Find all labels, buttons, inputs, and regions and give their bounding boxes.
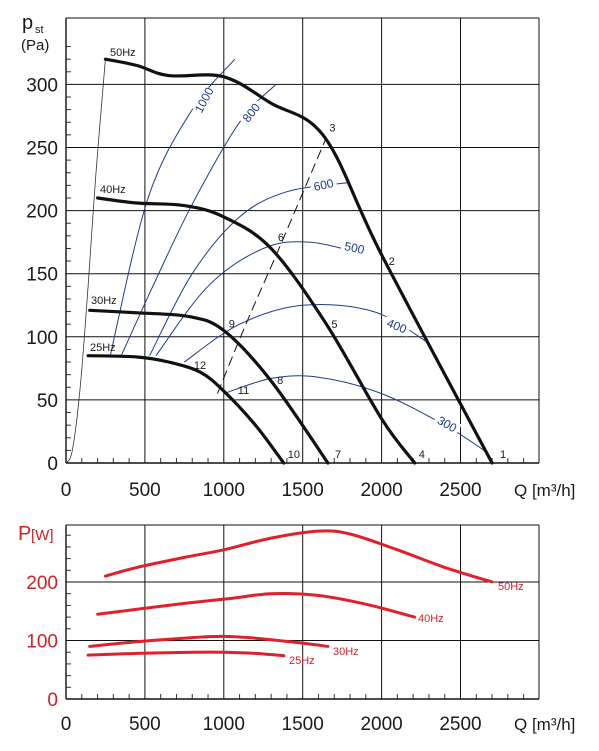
x-tick-label: 2000 — [360, 480, 402, 501]
power-plot: 0 500 1000 1500 2000 2500 0 100 200 P [W] Q [m³/h] 5… — [18, 523, 575, 735]
system-curve-label-group: 600 — [309, 175, 338, 194]
system-curve-label: 600 — [312, 176, 335, 194]
fan-curve-label: 40Hz — [100, 184, 126, 196]
power-curve-40Hz — [96, 592, 417, 619]
operating-point-label: 12 — [194, 360, 206, 372]
system-curve-label-bg — [432, 411, 462, 436]
y-tick-label: 0 — [47, 454, 58, 475]
system-curve-label-bg — [340, 238, 369, 257]
y-tick-label: 200 — [26, 573, 58, 594]
y-tick-label: 50 — [37, 391, 58, 412]
power-curve-30Hz — [88, 634, 330, 648]
system-curve-label-bg — [382, 314, 412, 337]
x-tick-label: 1500 — [282, 480, 324, 501]
fan-curve-40Hz — [96, 196, 417, 465]
operating-point-label: 5 — [331, 319, 337, 331]
y-tick-label: 100 — [26, 632, 58, 653]
power-curve-25Hz — [86, 650, 286, 658]
system-curve-label: 500 — [343, 239, 366, 257]
x-tick-label: 0 — [61, 480, 72, 501]
fan-curve-50Hz — [103, 57, 494, 465]
operating-point-label: 8 — [277, 375, 283, 387]
x-tick-label: 500 — [129, 480, 161, 501]
system-curve-label-bg — [309, 175, 338, 194]
x-tick-label: 1000 — [203, 714, 245, 735]
operating-point-label: 2 — [389, 256, 395, 268]
system-curve-1000 — [109, 58, 236, 356]
y-tick-label: 250 — [26, 139, 58, 160]
system-curve-300 — [223, 375, 485, 451]
fan-curve-25Hz — [86, 354, 286, 465]
y-tick-label: 100 — [26, 328, 58, 349]
system-curve-label-group: 800 — [237, 98, 265, 127]
y-tick-label: 0 — [47, 690, 58, 711]
operating-point-label: 10 — [288, 449, 300, 461]
fan-curve-label: 25Hz — [90, 342, 116, 354]
system-curve-400 — [184, 303, 430, 363]
x-tick-label: 2500 — [439, 480, 481, 501]
system-curve-600 — [149, 182, 347, 356]
system-curve-500 — [155, 241, 366, 357]
power-curve-label: 40Hz — [418, 613, 444, 625]
y-axis-unit: (Pa) — [21, 37, 49, 54]
x-tick-label: 0 — [61, 714, 72, 735]
x-axis-label: Q [m³/h] — [514, 481, 575, 500]
system-curve-label-group: 500 — [340, 238, 369, 257]
system-curve-label-group: 400 — [382, 314, 412, 337]
low-pressure-curve — [65, 59, 106, 464]
y-axis-label-subscript: st — [35, 24, 44, 36]
power-curve-label: 25Hz — [289, 655, 315, 667]
operating-point-label: 4 — [419, 449, 425, 461]
x-tick-label: 2000 — [360, 714, 402, 735]
operating-point-label: 6 — [278, 232, 284, 244]
system-curve-label-group: 1000 — [192, 85, 217, 115]
x-tick-label: 2500 — [439, 714, 481, 735]
system-curve-label-bg — [237, 98, 265, 127]
y-tick-label: 300 — [26, 75, 58, 96]
fan-curve-label: 30Hz — [91, 295, 117, 307]
operating-point-label: 1 — [500, 449, 506, 461]
dashed-curve — [217, 137, 327, 394]
y-axis-label: P — [18, 523, 31, 545]
operating-point-label: 11 — [238, 385, 249, 397]
system-curve-label-bg — [191, 85, 216, 115]
y-axis-label: p — [22, 12, 33, 34]
x-tick-label: 500 — [129, 714, 161, 735]
y-axis-unit: [W] — [31, 527, 54, 544]
operating-point-label: 9 — [229, 318, 235, 330]
x-tick-label: 1000 — [203, 480, 245, 501]
x-axis-label: Q [m³/h] — [514, 715, 575, 734]
y-tick-label: 200 — [26, 202, 58, 223]
fan-curve-label: 50Hz — [110, 47, 136, 59]
x-tick-label: 1500 — [282, 714, 324, 735]
power-curve-label: 30Hz — [333, 646, 359, 658]
power-curve-label: 50Hz — [498, 581, 524, 593]
power-curve-50Hz — [103, 529, 494, 584]
operating-point-label: 7 — [335, 449, 341, 461]
operating-point-label: 3 — [329, 122, 335, 134]
y-tick-label: 150 — [26, 265, 58, 286]
fan-curve-30Hz — [88, 308, 330, 465]
system-curve-label: 1000 — [192, 85, 217, 115]
